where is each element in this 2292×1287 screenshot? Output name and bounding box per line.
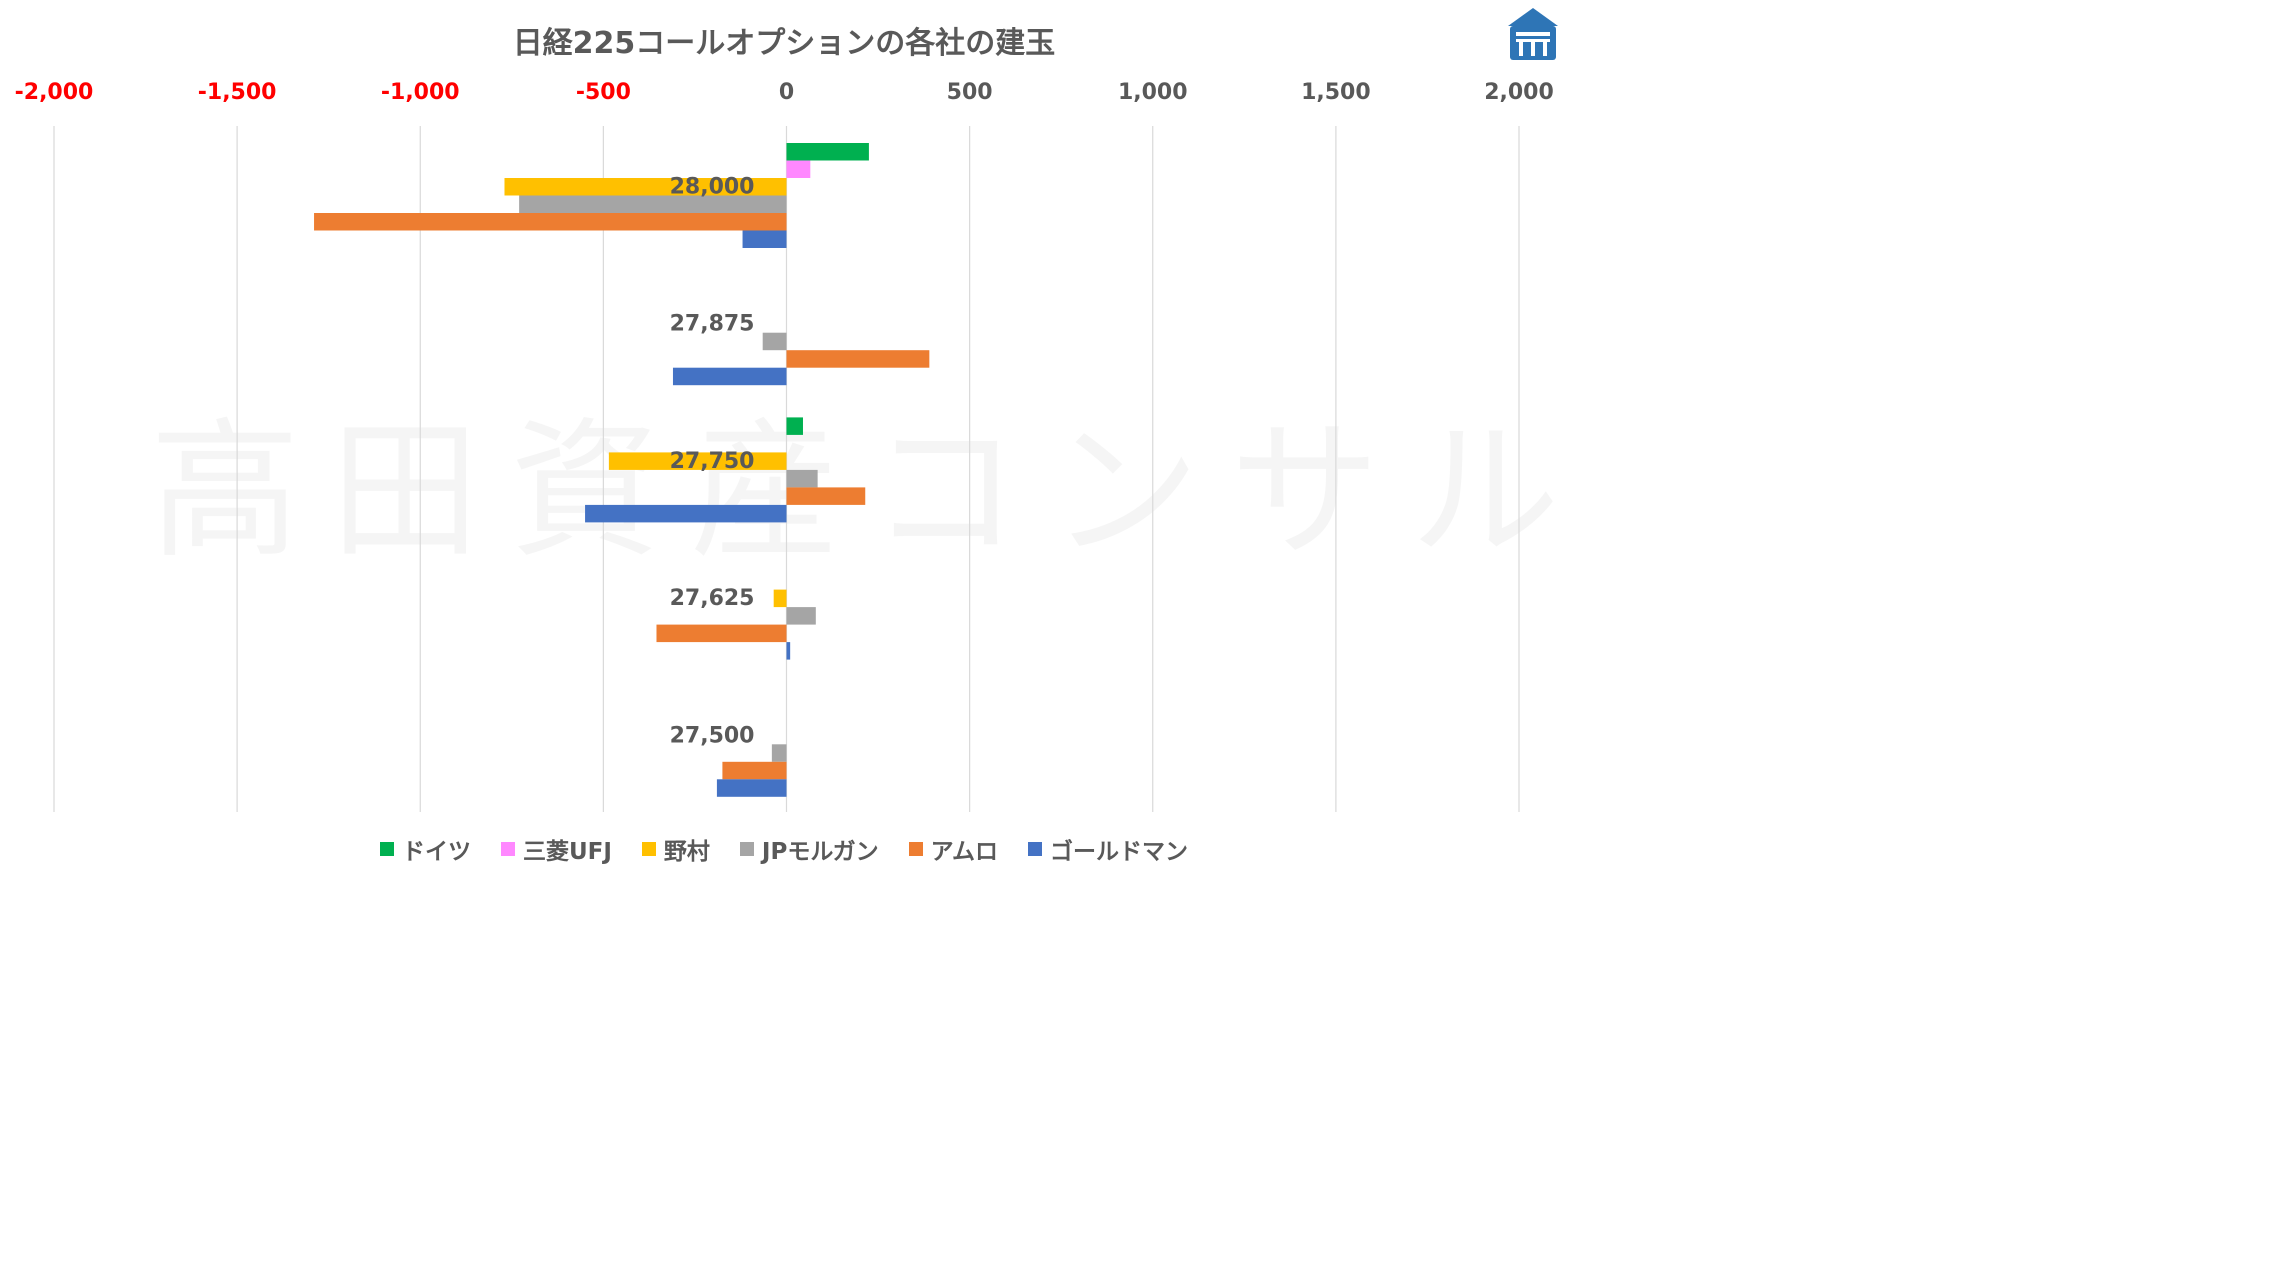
- bar: [786, 642, 791, 660]
- legend-swatch: [641, 842, 656, 856]
- legend-item: JPモルガン: [739, 832, 879, 866]
- bar: [585, 504, 787, 523]
- bar: [656, 624, 787, 643]
- bar: [519, 195, 787, 213]
- x-tick-label: 2,000: [1484, 80, 1554, 105]
- x-tick-label: 1,500: [1301, 80, 1371, 105]
- x-tick-label: 500: [947, 80, 993, 105]
- legend-swatch: [379, 842, 394, 856]
- x-tick-label: -2,000: [15, 80, 94, 105]
- legend-label: 野村: [663, 839, 710, 865]
- bar: [672, 367, 787, 386]
- legend-swatch: [500, 842, 515, 856]
- bar: [786, 487, 866, 505]
- bar: [314, 213, 787, 231]
- x-tick-label: 1,000: [1118, 80, 1188, 105]
- x-tick-label: -1,500: [198, 80, 277, 105]
- bar: [773, 589, 787, 608]
- legend-label: ゴールドマン: [1050, 839, 1189, 865]
- x-tick-label: 0: [779, 80, 794, 105]
- bar: [608, 452, 787, 470]
- bar: [786, 469, 818, 488]
- legend-item: 三菱UFJ: [500, 832, 612, 866]
- x-tick-label: -500: [576, 80, 631, 105]
- legend-swatch: [739, 842, 754, 856]
- category-label: 27,875: [670, 312, 755, 337]
- bar: [786, 417, 803, 435]
- bar: [786, 143, 869, 161]
- company-logo-icon: [1508, 8, 1558, 60]
- legend-swatch: [1028, 842, 1043, 856]
- bar: [742, 230, 787, 248]
- legend-item: 野村: [641, 832, 710, 866]
- bar: [504, 178, 787, 196]
- legend-item: アムロ: [908, 832, 999, 866]
- legend-label: ドイツ: [401, 839, 471, 865]
- bar: [716, 779, 787, 797]
- x-tick-label: -1,000: [381, 80, 460, 105]
- legend-label: 三菱UFJ: [522, 839, 612, 865]
- bar: [722, 761, 787, 780]
- chart-title: 日経225コールオプションの各社の建玉: [512, 26, 1056, 61]
- category-label: 28,000: [670, 175, 755, 200]
- bar: [786, 160, 811, 178]
- category-label: 27,500: [670, 723, 755, 748]
- category-label: 27,750: [670, 449, 755, 474]
- bar: [762, 332, 787, 351]
- bar: [786, 607, 816, 625]
- chart-legend: ドイツ 三菱UFJ 野村 JPモルガン アムロ ゴールドマン: [0, 832, 1568, 866]
- bar-chart: -2,000 -1,500 -1,000 -500 0 500 1,000 1,500 2,00…: [15, 80, 1554, 812]
- legend-label: アムロ: [930, 839, 999, 865]
- legend-label: JPモルガン: [761, 839, 879, 865]
- legend-item: ドイツ: [379, 832, 471, 866]
- bar: [771, 744, 787, 762]
- category-label: 27,625: [670, 586, 755, 611]
- bar: [786, 350, 930, 368]
- legend-item: ゴールドマン: [1028, 832, 1188, 866]
- legend-swatch: [908, 842, 923, 856]
